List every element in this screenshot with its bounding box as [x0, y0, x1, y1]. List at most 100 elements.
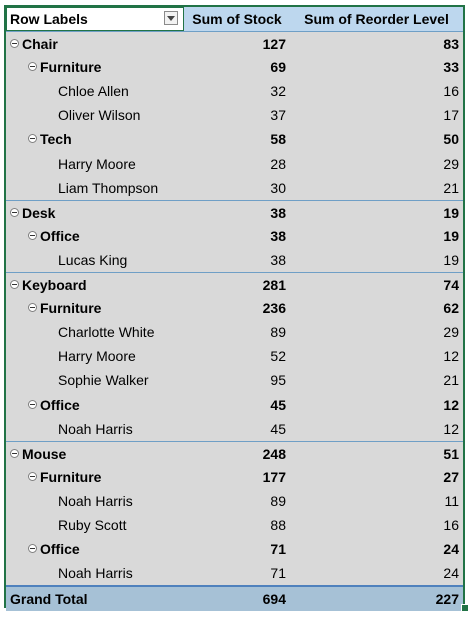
row-label: Liam Thompson	[58, 179, 159, 196]
stock-cell[interactable]: 236	[262, 300, 286, 317]
row-label-cell[interactable]: Chair	[6, 32, 184, 56]
stock-cell[interactable]: 89	[270, 492, 286, 509]
reorder-cell[interactable]: 19	[443, 251, 459, 268]
row-label-cell[interactable]: Noah Harris	[6, 489, 184, 513]
row-label: Furniture	[40, 300, 102, 317]
stock-cell[interactable]: 127	[262, 36, 286, 52]
row-label-cell[interactable]: Liam Thompson	[6, 176, 184, 200]
grand-total-label-cell[interactable]: Grand Total	[6, 587, 184, 611]
row-label: Office	[40, 227, 80, 244]
stock-cell[interactable]: 30	[270, 179, 286, 196]
collapse-toggle-icon[interactable]	[28, 230, 37, 240]
stock-cell[interactable]: 95	[270, 372, 286, 389]
row-label: Desk	[22, 204, 56, 221]
stock-cell[interactable]: 248	[262, 445, 286, 462]
row-label-cell[interactable]: Noah Harris	[6, 417, 184, 441]
filter-dropdown-icon[interactable]	[164, 11, 178, 25]
reorder-cell[interactable]: 27	[443, 468, 459, 485]
stock-cell[interactable]: 38	[270, 227, 286, 244]
reorder-cell[interactable]: 62	[443, 300, 459, 317]
collapse-toggle-icon[interactable]	[28, 471, 37, 481]
row-label-cell[interactable]: Office	[6, 224, 184, 248]
stock-cell[interactable]: 89	[270, 324, 286, 341]
row-label: Noah Harris	[58, 420, 133, 437]
collapse-toggle-icon[interactable]	[10, 39, 19, 48]
detail-row: Charlotte White 89 29	[6, 320, 463, 344]
reorder-cell[interactable]: 21	[443, 179, 459, 196]
stock-cell[interactable]: 32	[270, 83, 286, 100]
reorder-cell[interactable]: 24	[443, 565, 459, 582]
collapse-toggle-icon[interactable]	[10, 207, 19, 217]
sum-of-reorder-level-header[interactable]: Sum of Reorder Level	[304, 11, 449, 27]
row-label-cell[interactable]: Office	[6, 537, 184, 561]
reorder-cell[interactable]: 29	[443, 155, 459, 172]
reorder-cell[interactable]: 51	[443, 445, 459, 462]
row-label-cell[interactable]: Tech	[6, 127, 184, 151]
stock-cell[interactable]: 38	[270, 204, 286, 221]
row-label-cell[interactable]: Lucas King	[6, 248, 184, 272]
reorder-cell[interactable]: 24	[443, 541, 459, 558]
reorder-cell[interactable]: 29	[443, 324, 459, 341]
collapse-toggle-icon[interactable]	[10, 280, 19, 289]
grand-total-reorder[interactable]: 227	[435, 591, 459, 608]
pivot-table: Row Labels Sum of Stock Sum of Reorder L…	[4, 5, 465, 612]
sum-of-stock-header[interactable]: Sum of Stock	[192, 11, 282, 27]
row-label-cell[interactable]: Charlotte White	[6, 320, 184, 344]
detail-row: Noah Harris 89 11	[6, 489, 463, 513]
stock-cell[interactable]: 88	[270, 517, 286, 533]
collapse-toggle-icon[interactable]	[28, 134, 37, 144]
stock-cell[interactable]: 281	[262, 277, 286, 293]
reorder-cell[interactable]: 16	[443, 517, 459, 533]
row-label: Charlotte White	[58, 324, 155, 341]
subgroup-row: Furniture 236 62	[6, 296, 463, 320]
row-labels-header[interactable]: Row Labels	[6, 7, 184, 31]
row-label-cell[interactable]: Mouse	[6, 442, 184, 466]
row-label-cell[interactable]: Harry Moore	[6, 344, 184, 368]
collapse-toggle-icon[interactable]	[10, 448, 19, 458]
row-label-cell[interactable]: Office	[6, 393, 184, 417]
stock-cell[interactable]: 177	[262, 468, 286, 485]
row-label-cell[interactable]: Noah Harris	[6, 561, 184, 585]
stock-cell[interactable]: 71	[270, 565, 286, 582]
group-row: Keyboard 281 74	[6, 272, 463, 297]
row-label-cell[interactable]: Furniture	[6, 465, 184, 489]
reorder-cell[interactable]: 12	[443, 396, 459, 413]
stock-cell[interactable]: 45	[270, 420, 286, 437]
reorder-cell[interactable]: 74	[443, 277, 459, 293]
reorder-cell[interactable]: 19	[443, 204, 459, 221]
stock-cell[interactable]: 37	[270, 107, 286, 124]
reorder-cell[interactable]: 16	[443, 83, 459, 100]
collapse-toggle-icon[interactable]	[28, 62, 37, 72]
row-label-cell[interactable]: Oliver Wilson	[6, 103, 184, 127]
row-label-cell[interactable]: Ruby Scott	[6, 513, 184, 537]
reorder-cell[interactable]: 19	[443, 227, 459, 244]
stock-cell[interactable]: 45	[270, 396, 286, 413]
stock-cell[interactable]: 58	[270, 131, 286, 148]
row-label-cell[interactable]: Sophie Walker	[6, 368, 184, 392]
stock-cell[interactable]: 52	[270, 348, 286, 365]
row-label-cell[interactable]: Furniture	[6, 55, 184, 79]
collapse-toggle-icon[interactable]	[28, 544, 37, 554]
row-label-cell[interactable]: Harry Moore	[6, 152, 184, 176]
collapse-toggle-icon[interactable]	[28, 399, 37, 409]
reorder-cell[interactable]: 50	[443, 131, 459, 148]
reorder-cell[interactable]: 12	[443, 420, 459, 437]
grand-total-stock[interactable]: 694	[262, 591, 286, 608]
reorder-cell[interactable]: 17	[443, 107, 459, 124]
fill-handle[interactable]	[461, 604, 469, 612]
stock-cell[interactable]: 38	[270, 251, 286, 268]
stock-cell[interactable]: 28	[270, 155, 286, 172]
stock-cell[interactable]: 69	[270, 59, 286, 76]
reorder-cell[interactable]: 11	[444, 492, 459, 509]
row-label-cell[interactable]: Chloe Allen	[6, 79, 184, 103]
stock-cell[interactable]: 71	[270, 541, 286, 558]
reorder-cell[interactable]: 21	[443, 372, 459, 389]
reorder-cell[interactable]: 33	[443, 59, 459, 76]
row-label-cell[interactable]: Furniture	[6, 296, 184, 320]
row-label-cell[interactable]: Desk	[6, 201, 184, 225]
detail-row: Oliver Wilson 37 17	[6, 103, 463, 127]
reorder-cell[interactable]: 12	[443, 348, 459, 365]
collapse-toggle-icon[interactable]	[28, 303, 37, 313]
row-label-cell[interactable]: Keyboard	[6, 273, 184, 297]
reorder-cell[interactable]: 83	[443, 36, 459, 52]
